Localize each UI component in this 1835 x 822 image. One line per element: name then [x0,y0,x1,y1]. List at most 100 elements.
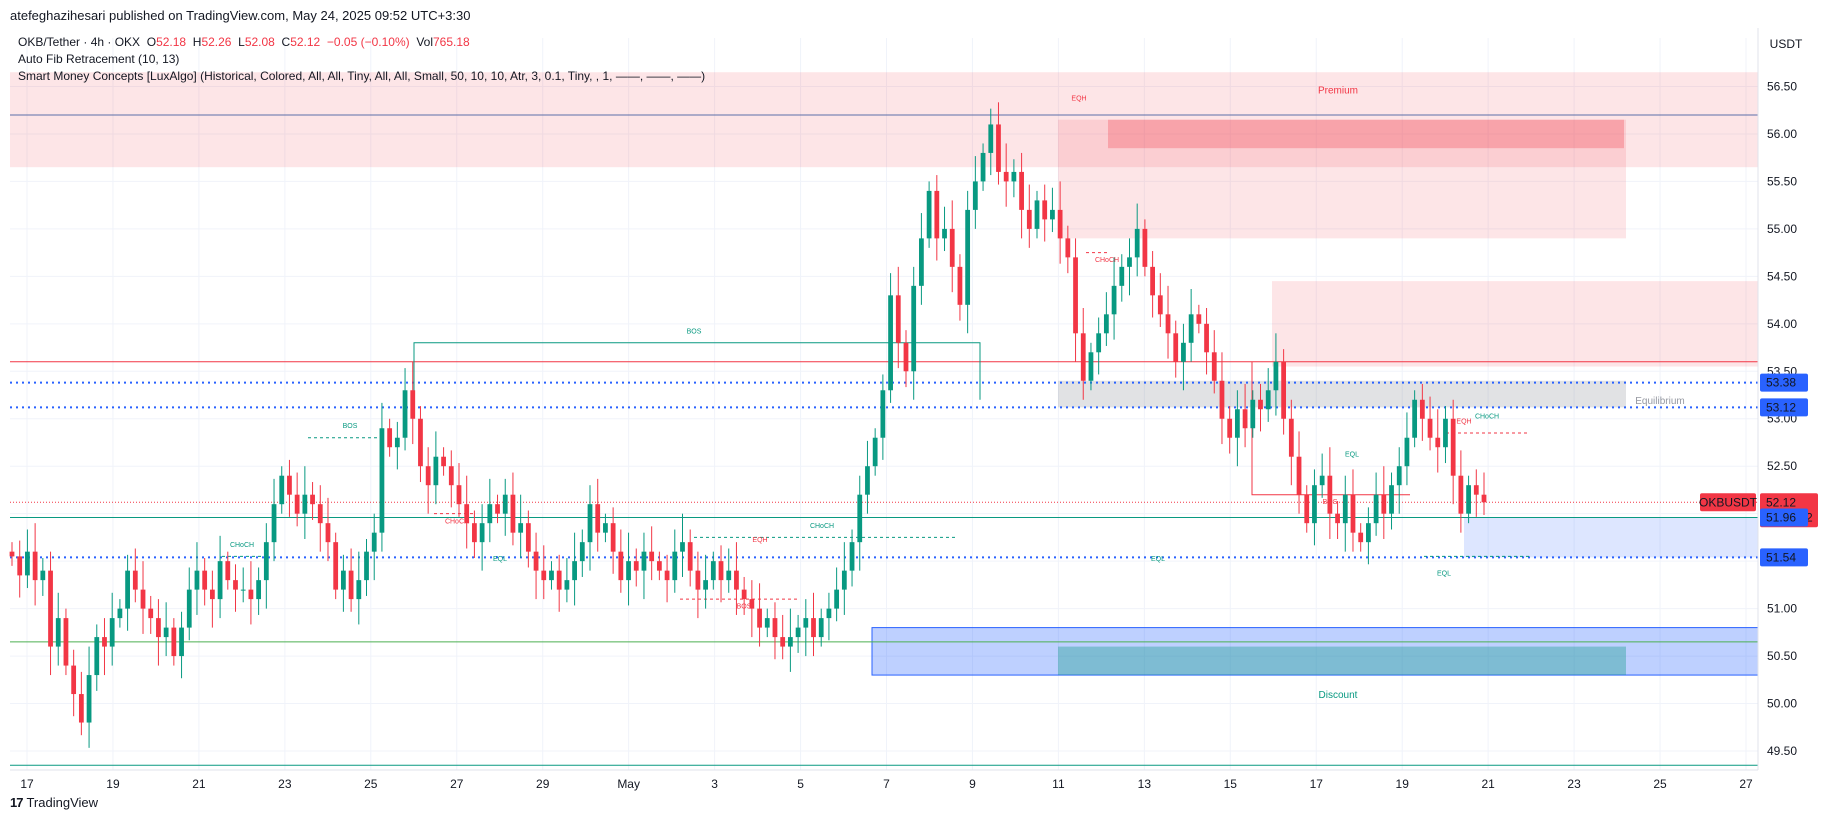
price-tag: 51.54 [1766,550,1796,564]
candle-body [865,466,870,495]
y-tick-label: 56.50 [1767,79,1797,93]
y-tick-label: 56.00 [1767,127,1797,141]
candle-body [1458,475,1464,514]
candle-body [1181,342,1186,362]
indicator-fib[interactable]: Auto Fib Retracement (10, 13) [18,52,180,66]
candle-body [156,618,161,638]
structure-label: EQH [1071,96,1086,103]
candle-body [132,570,138,590]
candle-body [811,618,816,638]
volume-label: Vol [416,35,433,49]
x-tick-label: 11 [1052,777,1065,791]
candle-body [1427,418,1433,438]
candle-body [680,542,685,552]
candle-body [1103,314,1109,334]
ohlc-row: OKB/Tether · 4h · OKX O52.18 H52.26 L52.… [18,34,705,51]
candle-body [1366,523,1371,543]
candle-body [379,428,385,533]
candle-body [240,589,246,591]
volume-value: 765.18 [433,35,470,49]
candle-body [1080,333,1086,381]
structure-label: EQL [1345,452,1359,459]
candle-body [233,580,238,590]
candle-body [186,589,192,628]
candle-body [726,570,732,581]
candle-body [317,504,323,524]
y-tick-label: 54.00 [1767,317,1797,331]
candle-body [510,494,516,533]
candle-body [718,561,724,581]
tradingview-logo-icon: 17 [10,795,24,810]
candle-body [1211,352,1217,381]
candle-body [603,523,608,533]
candle-body [125,570,130,609]
candle-body [63,618,69,666]
candle-body [572,561,577,581]
candle-body [1412,399,1418,438]
candle-body [1065,238,1071,258]
price-tag: 51.96 [1766,510,1796,524]
candle-body [741,589,747,600]
candle-body [171,627,177,657]
equilibrium-label: Equilibrium [1635,396,1684,407]
candle-body [888,295,893,391]
x-tick-label: 13 [1138,777,1152,791]
price-tag-bg [1760,508,1808,527]
candle-body [764,618,770,628]
candle-body [217,561,223,600]
candle-body [857,494,863,543]
candle-body [1342,494,1348,524]
candle-body [1358,532,1364,543]
candle-body [1050,209,1055,220]
candle-body [926,190,932,239]
candle-body [387,428,393,448]
candle-body [402,390,408,438]
candle-body [618,551,624,581]
x-tick-label: 25 [364,777,378,791]
candle-body [780,637,786,647]
candle-body [749,599,755,609]
candle-body [1273,361,1279,391]
x-tick-label: 29 [536,777,550,791]
candle-body [710,561,716,581]
candle-body [880,390,886,438]
candle-body [1204,323,1209,353]
candle-body [1258,399,1263,410]
x-tick-label: 27 [1739,777,1753,791]
candle-body [9,551,15,557]
structure-label: CHoCH [445,519,469,526]
chart-legend: OKB/Tether · 4h · OKX O52.18 H52.26 L52.… [18,34,705,85]
candle-body [525,523,531,552]
candle-body [695,570,701,590]
candle-body [849,542,855,571]
tradingview-brand[interactable]: 17 TradingView [10,795,98,810]
candle-body [1088,352,1094,381]
candle-body [872,437,878,467]
candle-body [248,589,254,600]
symbol-label[interactable]: OKB/Tether · 4h · OKX [18,35,141,49]
candle-body [672,551,678,581]
candle-body [610,523,616,552]
indicator-smc[interactable]: Smart Money Concepts [LuxAlgo] (Historic… [18,69,706,83]
bos-line [413,342,981,410]
candle-body [294,494,300,514]
candle-body [1281,361,1287,419]
x-tick-label: 23 [278,777,292,791]
candle-body [1481,494,1487,503]
x-tick-label: 21 [192,777,206,791]
candle-body [371,532,377,552]
x-tick-label: 17 [20,777,34,791]
candle-body [1196,314,1202,324]
y-tick-label: 50.50 [1767,649,1797,663]
candle-body [687,542,693,571]
high-label: H [192,35,202,49]
x-tick-label: 19 [1396,777,1410,791]
candle-body [541,570,547,581]
open-label: O [146,35,157,49]
candle-body [472,523,477,543]
candle-body [179,627,184,657]
candle-body [1057,209,1063,239]
candle-body [757,608,762,628]
y-tick-label: 51.00 [1767,602,1797,616]
